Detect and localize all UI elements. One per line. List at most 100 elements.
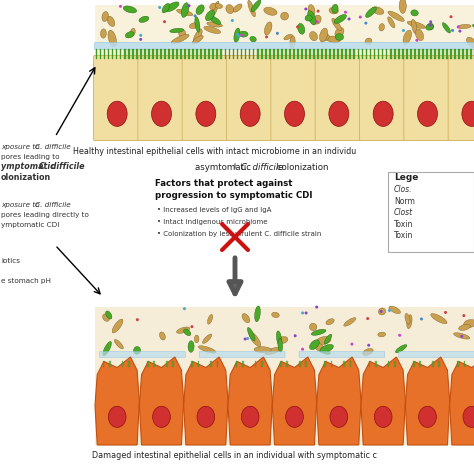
Ellipse shape xyxy=(332,4,338,13)
Ellipse shape xyxy=(316,337,331,345)
Bar xyxy=(204,49,206,59)
Text: pores leading directly to: pores leading directly to xyxy=(1,212,89,218)
Bar xyxy=(346,49,347,59)
Ellipse shape xyxy=(310,340,319,350)
Bar xyxy=(299,361,301,367)
Bar xyxy=(394,361,396,367)
Bar xyxy=(285,49,287,59)
FancyBboxPatch shape xyxy=(199,352,285,357)
Bar xyxy=(104,49,105,59)
Ellipse shape xyxy=(125,32,134,38)
Ellipse shape xyxy=(197,406,215,428)
Ellipse shape xyxy=(231,19,234,22)
Ellipse shape xyxy=(334,15,346,24)
Ellipse shape xyxy=(367,344,370,347)
Text: olonization: olonization xyxy=(1,173,51,182)
Ellipse shape xyxy=(290,36,295,48)
Ellipse shape xyxy=(183,307,186,310)
Ellipse shape xyxy=(194,335,199,343)
Ellipse shape xyxy=(250,36,256,42)
Bar xyxy=(410,49,411,59)
Bar xyxy=(96,49,97,59)
Bar xyxy=(406,49,408,59)
Ellipse shape xyxy=(298,23,305,34)
Ellipse shape xyxy=(284,34,292,40)
Ellipse shape xyxy=(405,313,410,324)
Bar xyxy=(438,49,440,59)
Bar xyxy=(374,49,375,59)
FancyBboxPatch shape xyxy=(182,55,228,140)
Ellipse shape xyxy=(315,306,318,309)
Ellipse shape xyxy=(278,338,283,352)
Ellipse shape xyxy=(407,21,425,28)
Ellipse shape xyxy=(183,329,191,336)
Ellipse shape xyxy=(418,101,438,127)
Ellipse shape xyxy=(366,317,369,320)
Ellipse shape xyxy=(211,1,219,18)
Ellipse shape xyxy=(108,30,117,46)
Bar xyxy=(217,361,219,367)
Ellipse shape xyxy=(329,7,338,14)
Bar xyxy=(333,49,335,59)
Ellipse shape xyxy=(193,29,202,44)
Ellipse shape xyxy=(374,406,392,428)
Ellipse shape xyxy=(106,311,112,319)
Bar xyxy=(172,49,174,59)
Bar xyxy=(301,49,303,59)
Bar xyxy=(438,361,440,367)
Ellipse shape xyxy=(344,11,347,14)
Ellipse shape xyxy=(373,101,393,127)
Ellipse shape xyxy=(265,347,281,355)
Ellipse shape xyxy=(210,3,216,10)
Ellipse shape xyxy=(195,17,200,32)
Ellipse shape xyxy=(247,328,255,341)
Bar xyxy=(357,49,359,59)
Ellipse shape xyxy=(233,4,242,12)
Ellipse shape xyxy=(107,16,115,27)
Bar xyxy=(413,361,415,367)
Bar xyxy=(317,49,319,59)
Bar xyxy=(173,361,174,367)
Bar xyxy=(370,49,371,59)
Ellipse shape xyxy=(281,12,289,20)
Polygon shape xyxy=(317,357,361,445)
Ellipse shape xyxy=(329,101,349,127)
Ellipse shape xyxy=(204,26,220,34)
Ellipse shape xyxy=(191,325,193,328)
Ellipse shape xyxy=(335,27,344,37)
FancyBboxPatch shape xyxy=(388,172,474,252)
Ellipse shape xyxy=(402,29,405,32)
Bar xyxy=(261,49,263,59)
FancyBboxPatch shape xyxy=(94,43,474,49)
Ellipse shape xyxy=(403,30,411,44)
Ellipse shape xyxy=(324,334,332,344)
Bar xyxy=(156,49,158,59)
Ellipse shape xyxy=(420,318,423,320)
Ellipse shape xyxy=(170,28,183,33)
Ellipse shape xyxy=(449,15,453,18)
Ellipse shape xyxy=(241,406,259,428)
Polygon shape xyxy=(95,357,139,445)
Ellipse shape xyxy=(322,34,329,41)
Ellipse shape xyxy=(103,341,111,356)
Ellipse shape xyxy=(347,18,351,20)
Bar xyxy=(418,49,420,59)
Ellipse shape xyxy=(395,345,407,353)
Text: C. difficile: C. difficile xyxy=(241,163,283,172)
Ellipse shape xyxy=(301,311,304,314)
Bar xyxy=(305,361,307,367)
FancyBboxPatch shape xyxy=(359,55,406,140)
Ellipse shape xyxy=(162,3,170,13)
Ellipse shape xyxy=(139,16,149,22)
Ellipse shape xyxy=(451,29,454,32)
Ellipse shape xyxy=(365,7,376,18)
Text: xposure to: xposure to xyxy=(1,144,42,150)
Ellipse shape xyxy=(415,29,424,41)
Ellipse shape xyxy=(388,17,395,28)
Ellipse shape xyxy=(316,20,319,23)
Bar xyxy=(192,49,194,59)
Bar xyxy=(432,361,434,367)
Ellipse shape xyxy=(240,34,243,36)
Ellipse shape xyxy=(107,101,127,127)
Ellipse shape xyxy=(240,101,260,127)
